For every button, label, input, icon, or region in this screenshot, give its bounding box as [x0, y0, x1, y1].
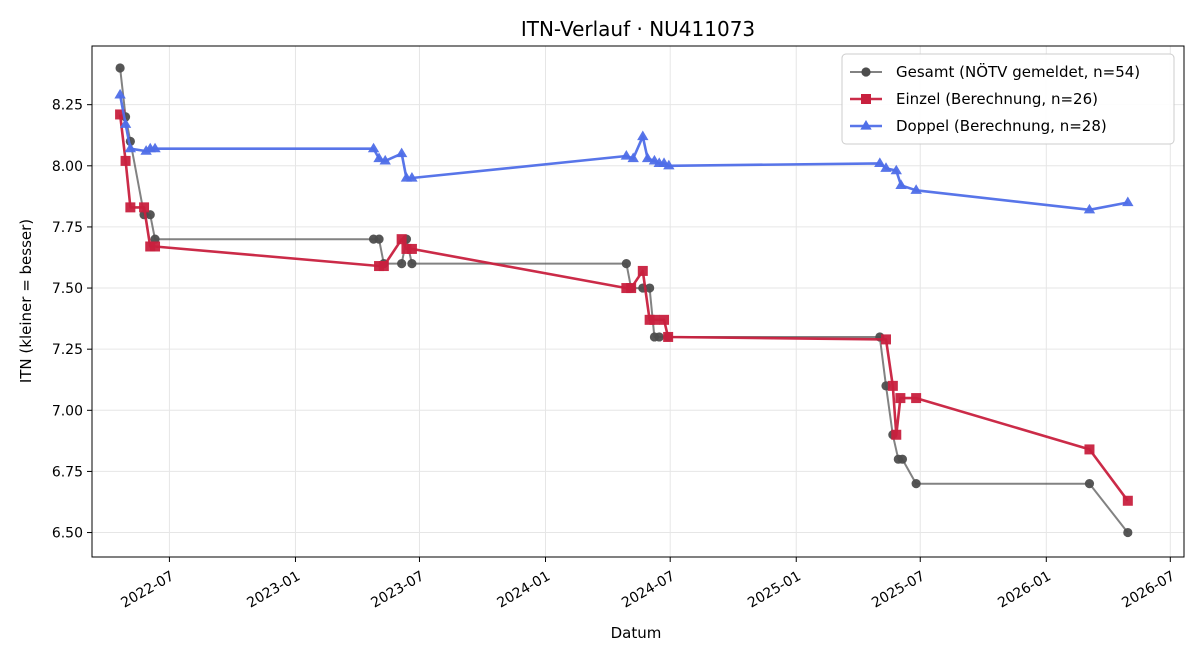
- legend-label: Einzel (Berechnung, n=26): [896, 90, 1098, 108]
- data-point: [888, 381, 898, 391]
- data-point: [397, 234, 407, 244]
- y-tick-label: 7.75: [52, 220, 83, 236]
- data-point: [1123, 528, 1132, 537]
- y-tick-label: 7.50: [52, 281, 83, 297]
- data-point: [649, 315, 659, 325]
- legend-swatch-marker: [861, 94, 871, 104]
- y-tick-label: 8.00: [52, 159, 83, 175]
- data-point: [655, 332, 664, 341]
- data-point: [1084, 444, 1094, 454]
- chart-title: ITN-Verlauf · NU411073: [521, 17, 755, 41]
- data-point: [374, 235, 383, 244]
- y-tick-label: 6.50: [52, 526, 83, 542]
- data-point: [115, 63, 124, 72]
- data-point: [139, 202, 149, 212]
- data-point: [638, 266, 648, 276]
- y-tick-label: 7.00: [52, 403, 83, 419]
- legend-label: Gesamt (NÖTV gemeldet, n=54): [896, 62, 1140, 81]
- y-tick-label: 7.25: [52, 342, 83, 358]
- data-point: [379, 261, 389, 271]
- data-point: [150, 241, 160, 251]
- legend-label: Doppel (Berechnung, n=28): [896, 117, 1107, 135]
- data-point: [407, 244, 417, 254]
- data-point: [663, 332, 673, 342]
- y-axis-title: ITN (kleiner = besser): [17, 219, 35, 383]
- data-point: [622, 259, 631, 268]
- data-point: [881, 334, 891, 344]
- data-point: [895, 393, 905, 403]
- y-tick-label: 8.25: [52, 98, 83, 114]
- legend: Gesamt (NÖTV gemeldet, n=54) Einzel (Bere…: [842, 54, 1174, 144]
- data-point: [1085, 479, 1094, 488]
- data-point: [912, 479, 921, 488]
- data-point: [407, 259, 416, 268]
- x-axis-title: Datum: [611, 624, 662, 642]
- data-point: [397, 259, 406, 268]
- data-point: [891, 430, 901, 440]
- data-point: [898, 455, 907, 464]
- y-tick-label: 6.75: [52, 464, 83, 480]
- data-point: [659, 315, 669, 325]
- data-point: [911, 393, 921, 403]
- legend-swatch-marker: [861, 67, 870, 76]
- data-point: [125, 202, 135, 212]
- data-point: [626, 283, 636, 293]
- data-point: [121, 156, 131, 166]
- data-point: [1123, 496, 1133, 506]
